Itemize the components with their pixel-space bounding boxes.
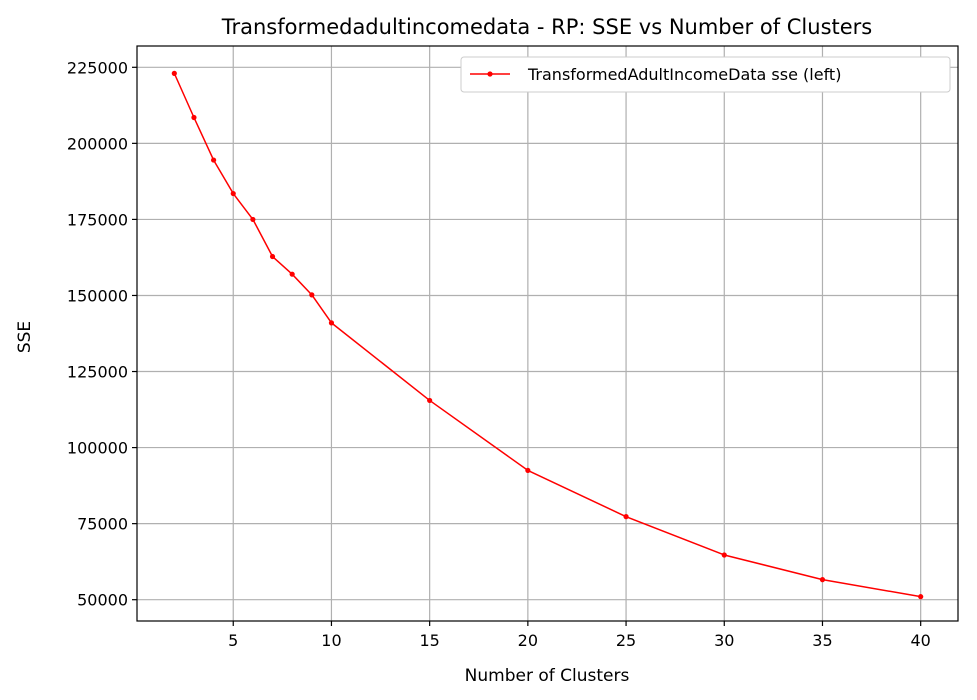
y-tick-label: 75000 <box>77 515 128 534</box>
data-point <box>721 552 727 558</box>
data-point <box>623 514 629 520</box>
y-axis-title: SSE <box>15 321 35 353</box>
y-tick-label: 100000 <box>67 439 128 458</box>
x-axis-title: Number of Clusters <box>465 666 630 686</box>
series-layer <box>171 70 924 600</box>
data-point <box>211 157 217 163</box>
y-tick-label: 50000 <box>77 591 128 610</box>
y-tick-label: 200000 <box>67 134 128 153</box>
x-tick-label: 35 <box>812 631 832 650</box>
plot-frame <box>136 45 959 622</box>
x-tick-label: 30 <box>714 631 734 650</box>
data-point <box>525 467 531 474</box>
data-point <box>269 253 276 260</box>
data-point <box>289 271 295 277</box>
legend: TransformedAdultIncomeData sse (left) <box>460 56 951 93</box>
x-tick-label: 5 <box>228 631 238 650</box>
tick-layer: 5 10 15 20 25 30 35 40 50000 75000 100000 125000 150… <box>67 58 931 650</box>
x-tick-label: 10 <box>321 631 341 650</box>
chart-title: Transformedadultincomedata - RP: SSE vs … <box>221 15 873 39</box>
data-point <box>171 70 177 76</box>
data-point <box>191 114 197 121</box>
data-point <box>427 397 433 404</box>
x-tick-label: 40 <box>911 631 931 650</box>
y-tick-label: 225000 <box>67 58 128 77</box>
y-tick-label: 125000 <box>67 363 128 382</box>
legend-label: TransformedAdultIncomeData sse (left) <box>527 65 841 84</box>
legend-marker-swatch <box>487 71 493 77</box>
legend-box <box>460 56 951 93</box>
data-point <box>309 292 315 298</box>
grid-lines <box>137 46 958 621</box>
data-point <box>819 577 826 583</box>
y-tick-label: 150000 <box>67 286 128 305</box>
y-tick-label: 175000 <box>67 210 128 229</box>
x-tick-label: 25 <box>616 631 636 650</box>
x-tick-label: 15 <box>419 631 439 650</box>
data-point <box>250 216 256 223</box>
data-point <box>230 190 236 197</box>
data-point <box>328 320 335 326</box>
x-tick-label: 20 <box>518 631 538 650</box>
data-point <box>918 594 924 600</box>
